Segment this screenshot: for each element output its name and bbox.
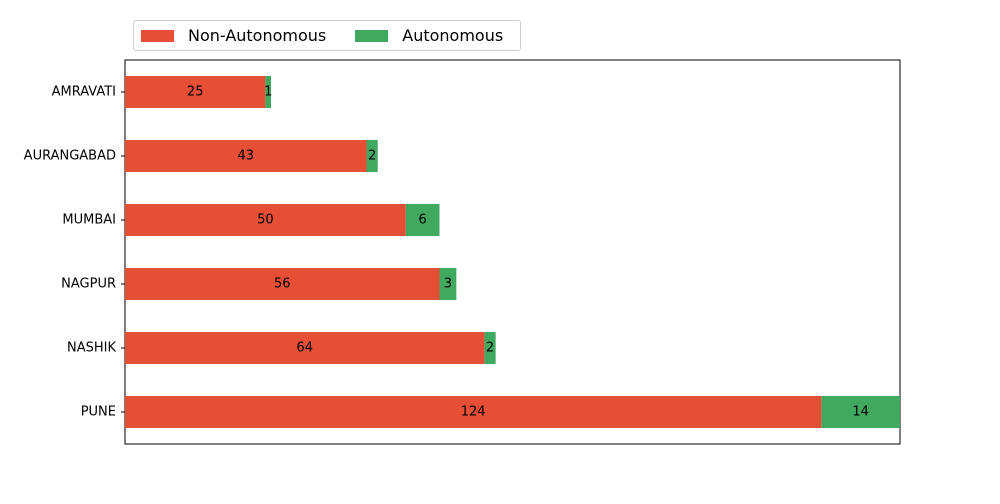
data-label-autonomous-aurangabad: 2 — [368, 149, 376, 164]
y-tick-label-aurangabad: AURANGABAD — [24, 149, 116, 164]
bar-non-autonomous-nashik — [125, 332, 485, 364]
bar-non-autonomous-amravati — [125, 76, 266, 108]
bar-autonomous-mumbai — [405, 204, 440, 236]
bar-autonomous-pune — [821, 396, 900, 428]
data-label-non-autonomous-aurangabad: 43 — [237, 149, 254, 164]
legend-item-autonomous: Autonomous — [355, 21, 503, 50]
data-label-non-autonomous-mumbai: 50 — [257, 213, 274, 228]
data-label-autonomous-amravati: 1 — [264, 85, 272, 100]
bar-non-autonomous-mumbai — [125, 204, 406, 236]
bar-autonomous-nashik — [484, 332, 496, 364]
bar-non-autonomous-aurangabad — [125, 140, 367, 172]
legend-label-non-autonomous: Non-Autonomous — [188, 26, 327, 45]
data-label-non-autonomous-nagpur: 56 — [274, 277, 291, 292]
data-label-non-autonomous-nashik: 64 — [296, 341, 313, 356]
legend-label-autonomous: Autonomous — [402, 26, 504, 45]
legend: Non-Autonomous Autonomous — [133, 20, 521, 51]
bar-non-autonomous-pune — [125, 396, 822, 428]
y-tick-label-pune: PUNE — [81, 405, 116, 420]
y-tick-label-mumbai: MUMBAI — [62, 213, 116, 228]
legend-swatch-non-autonomous — [141, 29, 174, 42]
bar-autonomous-amravati — [265, 76, 272, 108]
y-tick-label-nagpur: NAGPUR — [61, 277, 116, 292]
plot-area-frame — [124, 59, 901, 445]
data-label-autonomous-mumbai: 6 — [419, 213, 427, 228]
data-label-autonomous-pune: 14 — [852, 405, 869, 420]
data-label-autonomous-nashik: 2 — [486, 341, 494, 356]
bar-autonomous-nagpur — [439, 268, 457, 300]
data-label-non-autonomous-pune: 124 — [461, 405, 486, 420]
legend-item-non-autonomous: Non-Autonomous — [141, 21, 326, 50]
legend-swatch-autonomous — [355, 29, 389, 42]
bar-autonomous-aurangabad — [366, 140, 378, 172]
bar-non-autonomous-nagpur — [125, 268, 440, 300]
data-label-autonomous-nagpur: 3 — [444, 277, 452, 292]
data-label-non-autonomous-amravati: 25 — [187, 85, 204, 100]
y-tick-label-nashik: NASHIK — [67, 341, 116, 356]
y-tick-label-amravati: AMRAVATI — [52, 85, 116, 100]
